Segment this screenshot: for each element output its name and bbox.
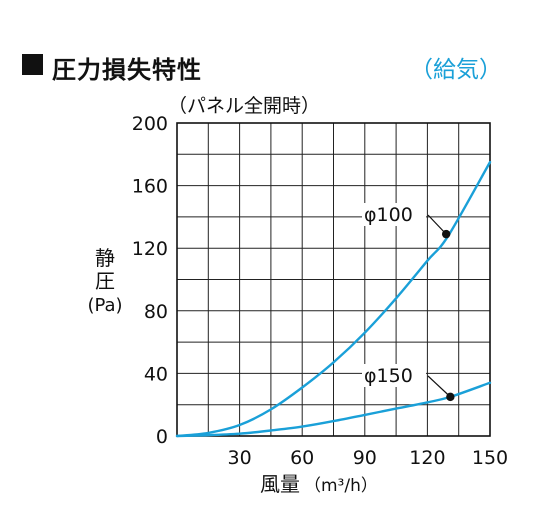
title-row: 圧力損失特性 （給気） bbox=[22, 50, 502, 84]
x-axis-label: 風量 bbox=[260, 472, 300, 496]
y-tick-label: 0 bbox=[156, 426, 168, 448]
y-tick-label: 80 bbox=[144, 301, 168, 323]
series-label-bg-2 bbox=[362, 364, 426, 387]
y-tick-label: 200 bbox=[132, 113, 168, 135]
condition-label: （パネル全開時） bbox=[168, 95, 320, 117]
series-marker-2 bbox=[446, 392, 455, 402]
y-axis-label: 静圧(Pa) bbox=[87, 246, 122, 316]
y-tick-label: 160 bbox=[132, 176, 168, 198]
series-label-bg-1 bbox=[362, 203, 426, 226]
y-tick-label: 40 bbox=[144, 363, 168, 385]
series-marker-1 bbox=[441, 229, 451, 239]
x-axis-unit: （m³/h） bbox=[304, 476, 378, 496]
title-square-icon bbox=[22, 54, 43, 75]
plot-frame bbox=[176, 122, 491, 437]
x-tick-label: 150 bbox=[472, 447, 508, 469]
chart-title: 圧力損失特性 bbox=[52, 56, 202, 84]
y-axis-ticks: 0 40 80 120 160 200 bbox=[132, 113, 168, 448]
x-tick-label: 120 bbox=[409, 447, 445, 469]
x-tick-label: 90 bbox=[353, 447, 377, 469]
grid bbox=[177, 123, 490, 436]
y-axis-label-line: 静 bbox=[95, 246, 115, 270]
series-line-2 bbox=[175, 381, 492, 438]
series-leader-line-2 bbox=[427, 375, 451, 398]
series-group: φ100 φ150 bbox=[175, 160, 492, 438]
y-tick-label: 120 bbox=[132, 238, 168, 260]
series-label-2: φ150 bbox=[364, 365, 413, 387]
series-leader-line-1 bbox=[427, 214, 447, 235]
y-axis-label-line: 圧 bbox=[95, 269, 115, 293]
x-axis-ticks: 30 60 90 120 150 bbox=[228, 447, 509, 469]
series-label-1: φ100 bbox=[364, 204, 413, 226]
x-tick-label: 60 bbox=[290, 447, 314, 469]
mode-label: （給気） bbox=[410, 57, 502, 83]
x-tick-label: 30 bbox=[228, 447, 252, 469]
y-axis-label-line: (Pa) bbox=[87, 295, 122, 316]
series-line-1 bbox=[175, 160, 492, 438]
